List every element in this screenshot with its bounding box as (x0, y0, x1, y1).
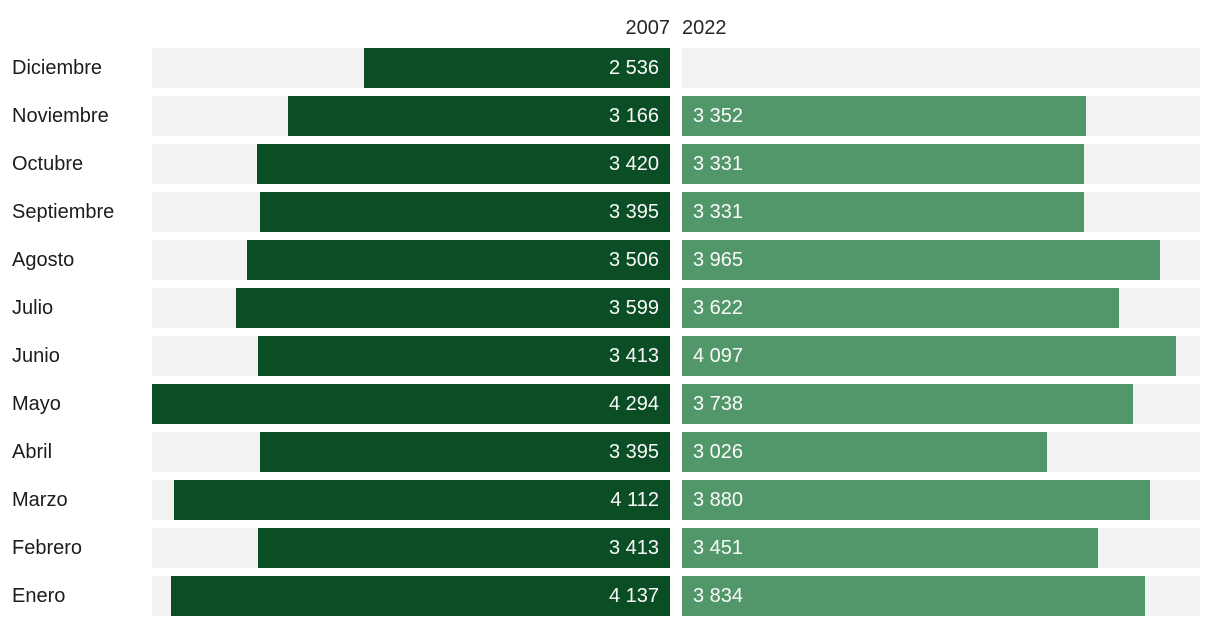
month-label: Junio (12, 344, 60, 367)
bar-2007: 3 413 (258, 336, 670, 376)
month-label: Marzo (12, 488, 68, 511)
bar-track-2022: 3 834 (682, 576, 1200, 616)
bar-value-label-2007: 2 536 (608, 57, 659, 79)
bar-value-label-2007: 3 166 (608, 105, 659, 127)
bar-track-2007: 3 599 (152, 288, 670, 328)
bar-track-2007: 4 112 (152, 480, 670, 520)
bar-2007: 3 166 (288, 96, 670, 136)
bar-value-label-2022: 3 834 (693, 585, 744, 607)
bar-2007: 3 599 (235, 288, 670, 328)
bar-value-label-2022: 3 738 (693, 393, 744, 415)
bar-track-2007: 3 420 (152, 144, 670, 184)
bar-track-2007: 3 413 (152, 528, 670, 568)
bar-value-label-2007: 4 294 (608, 393, 659, 415)
bar-2022: 3 880 (682, 480, 1151, 520)
bar-value-label-2022: 3 331 (693, 153, 744, 175)
bar-value-label-2007: 4 137 (608, 585, 659, 607)
bar-2007: 2 536 (364, 48, 670, 88)
bar-track-2022 (682, 48, 1200, 88)
bar-2022: 4 097 (682, 336, 1177, 376)
bar-value-label-2022: 3 451 (693, 537, 744, 559)
bar-track-2022: 3 965 (682, 240, 1200, 280)
month-label: Noviembre (12, 104, 109, 127)
bar-value-label-2022: 3 352 (693, 105, 744, 127)
month-label: Enero (12, 584, 66, 607)
bar-track-2007: 3 395 (152, 192, 670, 232)
bar-value-label-2022: 3 331 (693, 201, 744, 223)
bar-value-label-2007: 3 506 (608, 249, 659, 271)
bar-track-2007: 3 166 (152, 96, 670, 136)
bar-track-2022: 3 738 (682, 384, 1200, 424)
bar-2022: 3 738 (682, 384, 1133, 424)
bar-track-2007: 3 413 (152, 336, 670, 376)
bar-value-label-2007: 3 395 (608, 441, 659, 463)
bar-track-2007: 4 294 (152, 384, 670, 424)
bar-2022: 3 451 (682, 528, 1099, 568)
bar-track-2022: 4 097 (682, 336, 1200, 376)
month-label: Agosto (12, 248, 75, 271)
chart-rows: Diciembre 2 536 Noviembre 3 166 3 352 Oc… (0, 48, 1200, 616)
bar-track-2022: 3 880 (682, 480, 1200, 520)
bar-2022: 3 352 (682, 96, 1087, 136)
bar-value-label-2007: 3 599 (608, 297, 659, 319)
bar-value-label-2022: 4 097 (693, 345, 744, 367)
bar-track-2022: 3 331 (682, 144, 1200, 184)
bar-2007: 3 420 (257, 144, 670, 184)
bar-track-2022: 3 622 (682, 288, 1200, 328)
bar-value-label-2022: 3 622 (693, 297, 744, 319)
bar-2022: 3 622 (682, 288, 1119, 328)
bar-track-2022: 3 352 (682, 96, 1200, 136)
bar-2022: 3 331 (682, 192, 1084, 232)
bar-value-label-2022: 3 880 (693, 489, 744, 511)
bar-2007: 3 395 (260, 432, 670, 472)
bar-2022: 3 026 (682, 432, 1048, 472)
bar-track-2022: 3 451 (682, 528, 1200, 568)
bar-2007: 3 506 (247, 240, 670, 280)
bar-track-2022: 3 331 (682, 192, 1200, 232)
month-label: Febrero (12, 536, 83, 559)
month-label: Septiembre (12, 200, 115, 223)
bar-track-2007: 2 536 (152, 48, 670, 88)
bar-value-label-2007: 4 112 (610, 489, 659, 511)
bar-track-2022: 3 026 (682, 432, 1200, 472)
bar-track-2007: 3 395 (152, 432, 670, 472)
month-label: Diciembre (12, 56, 103, 79)
month-label: Julio (12, 296, 54, 319)
legend-year-2022: 2022 (682, 17, 727, 39)
bar-2022: 3 834 (682, 576, 1145, 616)
bar-2007: 4 137 (170, 576, 670, 616)
month-label: Abril (12, 440, 53, 463)
chart-legend: 2007 2022 (0, 0, 1200, 48)
legend-year-2007: 2007 (625, 17, 671, 39)
bar-2007: 4 294 (152, 384, 670, 424)
bar-value-label-2007: 3 420 (608, 153, 659, 175)
bar-2007: 3 395 (260, 192, 670, 232)
bar-track-2007: 4 137 (152, 576, 670, 616)
bar-track-2007: 3 506 (152, 240, 670, 280)
month-label: Octubre (12, 152, 84, 175)
bar-2022: 3 965 (682, 240, 1161, 280)
bar-2022: 3 331 (682, 144, 1084, 184)
bar-value-label-2022: 3 965 (693, 249, 744, 271)
month-label: Mayo (12, 392, 61, 415)
bar-value-label-2007: 3 395 (608, 201, 659, 223)
bar-2007: 4 112 (173, 480, 670, 520)
bar-value-label-2007: 3 413 (608, 537, 659, 559)
bar-value-label-2007: 3 413 (608, 345, 659, 367)
bar-value-label-2022: 3 026 (693, 441, 744, 463)
bar-2007: 3 413 (258, 528, 670, 568)
